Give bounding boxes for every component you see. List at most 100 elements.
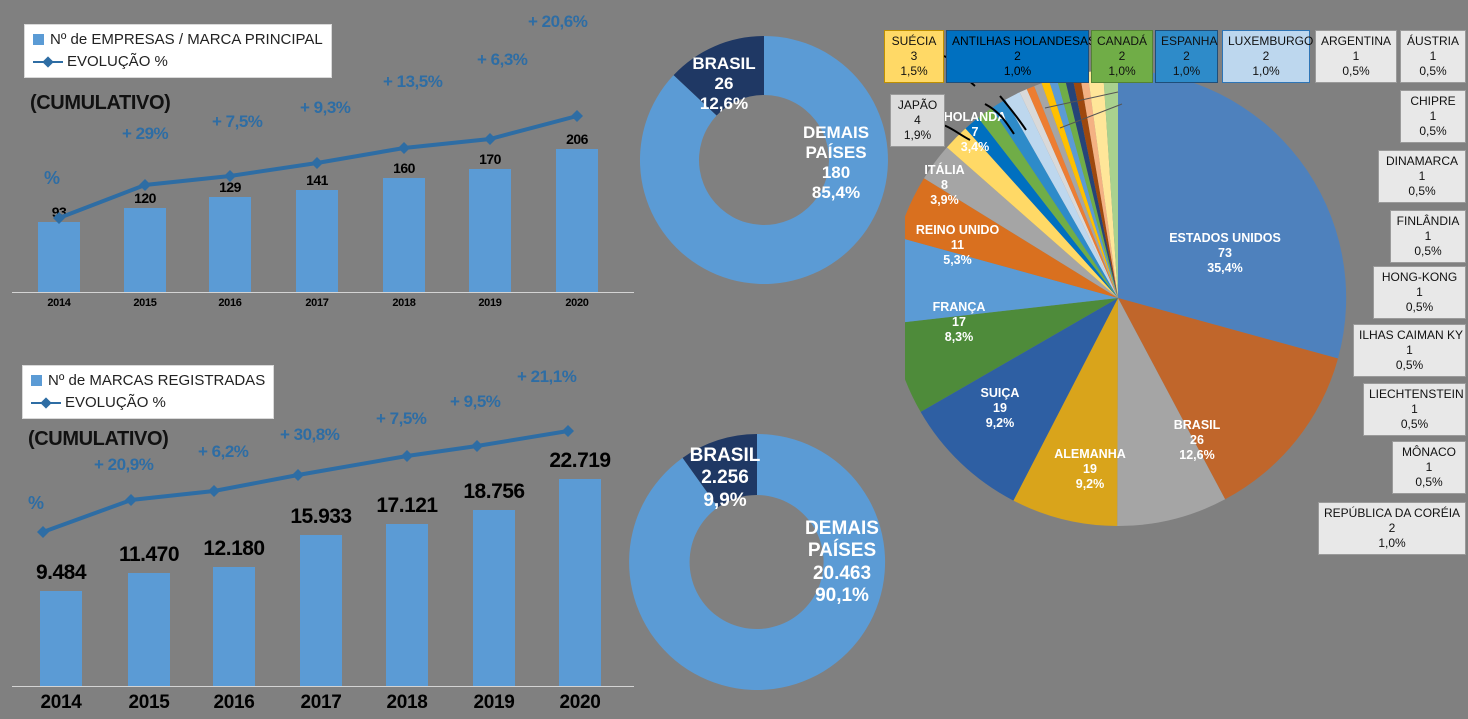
pct-label-2016: + 6,2%	[198, 442, 248, 462]
pie-eua-value: 73	[1150, 246, 1300, 261]
pct-axis-mark-marcas: %	[28, 493, 44, 514]
callout-name: JAPÃO	[896, 98, 939, 113]
callout-value: 2	[1228, 49, 1304, 64]
pct-label-2017: + 9,3%	[300, 98, 350, 118]
callout-canada: CANADÁ 2 1,0%	[1091, 30, 1153, 83]
callout-name: DINAMARCA	[1384, 154, 1460, 169]
pct-label-2015: + 29%	[122, 124, 168, 144]
callout-austria: ÁUSTRIA 1 0,5%	[1400, 30, 1466, 83]
pie-italia-name: ITÁLIA	[897, 163, 992, 178]
pie-suica-pct: 9,2%	[950, 416, 1050, 431]
callout-name: FINLÂNDIA	[1396, 214, 1460, 229]
x-label-2015: 2015	[124, 297, 166, 309]
pie-reino-name: REINO UNIDO	[890, 223, 1025, 238]
donut-label-brasil: BRASIL 2.256 9,9%	[678, 445, 772, 512]
x-label-2019: 2019	[467, 692, 521, 714]
callout-value: 2	[1324, 521, 1460, 536]
pct-label-2016: + 7,5%	[212, 112, 262, 132]
callout-pct: 0,5%	[1321, 64, 1391, 79]
callout-pct: 0,5%	[1384, 184, 1460, 199]
pct-label-2020: + 20,6%	[528, 12, 587, 32]
pct-label-2018: + 13,5%	[383, 72, 442, 92]
pie-eua-pct: 35,4%	[1150, 261, 1300, 276]
dashboard-root: Nº de EMPRESAS / MARCA PRINCIPAL EVOLUÇÃ…	[0, 0, 1468, 719]
pie-label-alemanha: ALEMANHA 19 9,2%	[1035, 447, 1145, 492]
pie-label-suica: SUIÇA 19 9,2%	[950, 386, 1050, 431]
callout-finlandia: FINLÂNDIA 1 0,5%	[1390, 210, 1466, 263]
callout-value: 2	[1097, 49, 1147, 64]
pie-alemanha-pct: 9,2%	[1035, 477, 1145, 492]
callout-pct: 0,5%	[1379, 300, 1460, 315]
callout-name: CANADÁ	[1097, 34, 1147, 49]
legend-item-bar: Nº de MARCAS REGISTRADAS	[31, 372, 265, 389]
callout-name: ESPANHA	[1161, 34, 1212, 49]
callout-ilhas-caiman: ILHAS CAIMAN KY 1 0,5%	[1353, 324, 1466, 377]
callout-pct: 0,5%	[1406, 124, 1460, 139]
callout-pct: 0,5%	[1369, 417, 1460, 432]
pie-brasil-name: BRASIL	[1147, 418, 1247, 433]
subtitle-empresas: (CUMULATIVO)	[30, 92, 170, 115]
callout-value: 1	[1398, 460, 1460, 475]
donut-demais-name: DEMAIS PAÍSES	[786, 123, 886, 163]
callout-value: 2	[952, 49, 1083, 64]
pie-alemanha-name: ALEMANHA	[1035, 447, 1145, 462]
callout-pct: 1,0%	[1161, 64, 1212, 79]
square-swatch-icon	[31, 375, 42, 386]
donut-demais-name: DEMAIS PAÍSES	[787, 518, 897, 563]
callout-pct: 0,5%	[1398, 475, 1460, 490]
pie-franca-name: FRANÇA	[904, 300, 1014, 315]
chart-empresas: Nº de EMPRESAS / MARCA PRINCIPAL EVOLUÇÃ…	[0, 0, 640, 320]
callout-name: CHIPRE	[1406, 94, 1460, 109]
pie-franca-value: 17	[904, 315, 1014, 330]
x-label-2020: 2020	[553, 692, 607, 714]
callout-value: 1	[1359, 343, 1460, 358]
legend-marcas: Nº de MARCAS REGISTRADAS EVOLUÇÃO %	[22, 365, 274, 419]
callout-espanha: ESPANHA 2 1,0%	[1155, 30, 1218, 83]
callout-pct: 0,5%	[1406, 64, 1460, 79]
square-swatch-icon	[33, 34, 44, 45]
pie-suica-name: SUIÇA	[950, 386, 1050, 401]
subtitle-marcas: (CUMULATIVO)	[28, 428, 168, 451]
callout-name: SUÉCIA	[890, 34, 938, 49]
donut-demais-pct: 85,4%	[786, 183, 886, 203]
donut-marcas: BRASIL 2.256 9,9% DEMAIS PAÍSES 20.463 9…	[625, 428, 905, 698]
callout-value: 1	[1379, 285, 1460, 300]
x-label-2018: 2018	[383, 297, 425, 309]
callout-name: ARGENTINA	[1321, 34, 1391, 49]
x-label-2016: 2016	[207, 692, 261, 714]
chart-marcas: Nº de MARCAS REGISTRADAS EVOLUÇÃO % (CUM…	[0, 355, 640, 719]
pie-italia-value: 8	[897, 178, 992, 193]
line-marker-icon	[31, 397, 61, 408]
callout-pct: 1,0%	[952, 64, 1083, 79]
pct-label-2017: + 30,8%	[280, 425, 339, 445]
x-label-2014: 2014	[34, 692, 88, 714]
legend-empresas: Nº de EMPRESAS / MARCA PRINCIPAL EVOLUÇÃ…	[24, 24, 332, 78]
pie-italia-pct: 3,9%	[897, 193, 992, 208]
pie-alemanha-value: 19	[1035, 462, 1145, 477]
pie-eua-name: ESTADOS UNIDOS	[1150, 231, 1300, 246]
pie-reino-value: 11	[890, 238, 1025, 253]
donut-demais-pct: 90,1%	[787, 585, 897, 607]
callout-pct: 0,5%	[1359, 358, 1460, 373]
x-label-2017: 2017	[296, 297, 338, 309]
legend-item-line: EVOLUÇÃO %	[31, 394, 265, 411]
callout-name: REPÚBLICA DA CORÉIA	[1324, 506, 1460, 521]
pct-label-2019: + 6,3%	[477, 50, 527, 70]
x-label-2015: 2015	[122, 692, 176, 714]
donut-empresas: BRASIL 26 12,6% DEMAIS PAÍSES 180 85,4%	[634, 25, 894, 295]
callout-suecia: SUÉCIA 3 1,5%	[884, 30, 944, 83]
x-label-2020: 2020	[556, 297, 598, 309]
pie-reino-pct: 5,3%	[890, 253, 1025, 268]
callout-value: 1	[1369, 402, 1460, 417]
pie-franca-pct: 8,3%	[904, 330, 1014, 345]
donut-demais-value: 20.463	[787, 563, 897, 585]
callout-monaco: MÔNACO 1 0,5%	[1392, 441, 1466, 494]
callout-antilhas-holandesas: ANTILHAS HOLANDESAS 2 1,0%	[946, 30, 1089, 83]
pie-brasil-value: 26	[1147, 433, 1247, 448]
pct-label-2019: + 9,5%	[450, 392, 500, 412]
callout-chipre: CHIPRE 1 0,5%	[1400, 90, 1466, 143]
legend-label-line: EVOLUÇÃO %	[65, 394, 166, 411]
pie-label-reino-unido: REINO UNIDO 11 5,3%	[890, 223, 1025, 268]
callout-hong-kong: HONG-KONG 1 0,5%	[1373, 266, 1466, 319]
donut-label-demais: DEMAIS PAÍSES 180 85,4%	[786, 123, 886, 203]
